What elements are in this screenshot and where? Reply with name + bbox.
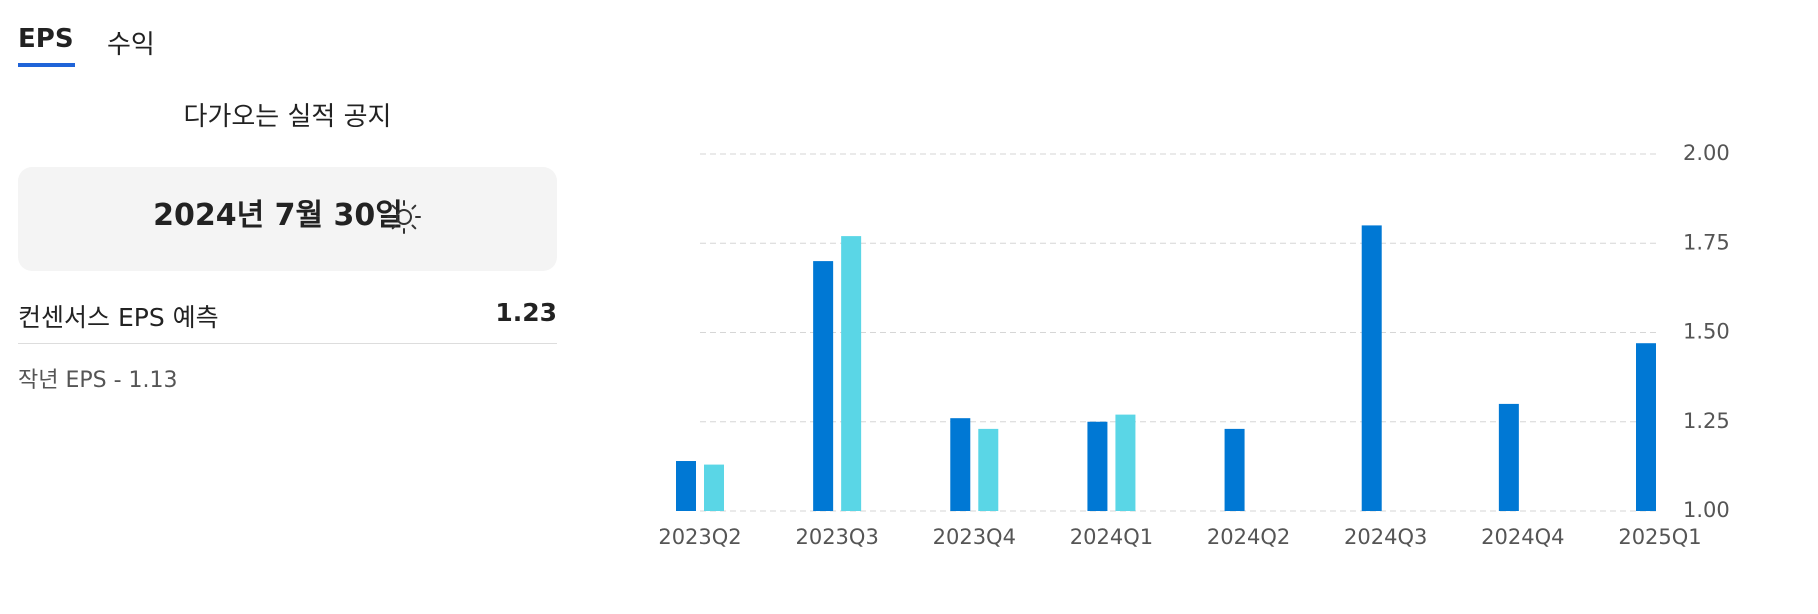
x-tick-label: 2024Q4 (1481, 525, 1564, 549)
x-tick-label: 2024Q1 (1070, 525, 1153, 549)
tab[interactable]: EPS (18, 24, 74, 54)
consensus-label: 컨센서스 EPS 예측 (18, 303, 219, 332)
y-tick-label: 1.50 (1683, 320, 1730, 344)
tab-indicator (18, 63, 75, 67)
bar (1361, 225, 1382, 511)
bar (978, 428, 999, 511)
x-tick-label: 2023Q3 (795, 525, 878, 549)
bar (813, 261, 834, 511)
tab[interactable]: 수익 (107, 30, 155, 60)
bar (1498, 403, 1519, 511)
sun-icon (387, 200, 421, 234)
divider (18, 343, 557, 344)
bar (1087, 421, 1108, 511)
bar (1224, 428, 1245, 511)
x-tick-label: 2023Q2 (658, 525, 741, 549)
last-year-eps: 작년 EPS - 1.13 (18, 368, 178, 393)
y-tick-label: 2.00 (1683, 141, 1730, 165)
date-box (18, 167, 557, 271)
bar (676, 461, 696, 511)
earnings-date: 2024년 7월 30일 (153, 198, 403, 233)
section-heading: 다가오는 실적 공지 (183, 102, 392, 132)
y-tick-label: 1.25 (1683, 409, 1730, 433)
bar (841, 236, 862, 512)
y-tick-label: 1.75 (1683, 230, 1730, 254)
bar (704, 464, 724, 511)
x-tick-label: 2024Q2 (1207, 525, 1290, 549)
x-tick-label: 2025Q1 (1618, 525, 1701, 549)
consensus-value: 1.23 (495, 298, 557, 327)
bar (1115, 414, 1136, 511)
x-tick-label: 2024Q3 (1344, 525, 1427, 549)
x-tick-label: 2023Q4 (933, 525, 1016, 549)
bar (1636, 343, 1656, 511)
bar (950, 418, 971, 511)
y-tick-label: 1.00 (1683, 498, 1730, 522)
